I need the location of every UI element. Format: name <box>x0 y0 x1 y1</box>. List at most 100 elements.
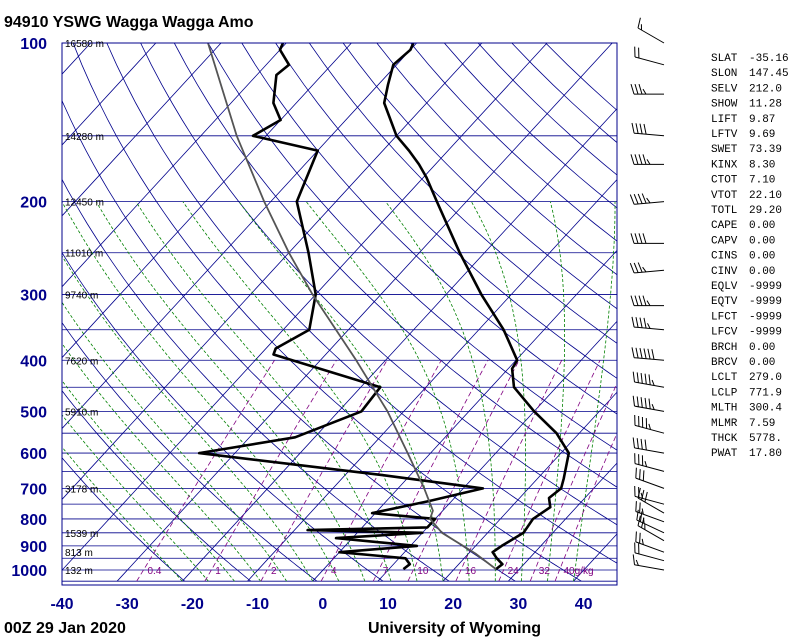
wind-barb-feather <box>630 83 635 95</box>
mixing-ratio-label: 32 <box>539 566 551 577</box>
dry-adiabat-line <box>207 43 617 451</box>
wind-barb-feather <box>630 233 635 244</box>
mixing-ratio-line <box>320 360 442 582</box>
index-name: LFCV <box>711 327 738 339</box>
moist-adiabat-line <box>62 201 340 582</box>
index-value: 29.20 <box>749 205 782 217</box>
pressure-tick-label: 900 <box>20 539 47 556</box>
wind-barb-feather <box>642 295 647 306</box>
wind-barb-feather <box>646 197 651 204</box>
wind-barb-staff <box>634 424 665 434</box>
dry-adiabat-line <box>62 457 185 582</box>
index-value: -9999 <box>749 311 782 323</box>
isotherm-line <box>116 43 613 582</box>
wind-barb-feather <box>629 263 635 274</box>
index-name: LFTV <box>711 129 738 141</box>
mixing-ratio-line <box>529 382 617 582</box>
wind-barb-feather <box>647 323 651 329</box>
dry-adiabat-line <box>173 43 617 488</box>
wind-barb-feather <box>636 509 639 521</box>
dry-adiabat-line <box>62 251 384 582</box>
wind-barb-feather <box>643 517 645 524</box>
wind-barb-feather <box>631 122 635 134</box>
mixing-ratio-line <box>498 360 601 582</box>
wind-barb-feather <box>629 194 635 205</box>
index-name: SHOW <box>711 99 738 111</box>
dewpoint-profile-line <box>197 43 485 571</box>
height-labels: 16580 m 14280 m 12450 m 11010 m 9740 m 7620 m… <box>65 39 104 577</box>
index-value: 212.0 <box>749 83 782 95</box>
mixing-ratio-label: 40g/kg <box>564 566 594 577</box>
height-label: 7620 m <box>65 356 98 367</box>
dry-adiabat-line <box>308 43 617 344</box>
wind-barb-feather <box>646 300 651 306</box>
index-value: -9999 <box>749 281 782 293</box>
wind-barb-feather <box>638 295 643 306</box>
isotherm-line <box>508 462 617 582</box>
index-value: 0.00 <box>749 266 775 278</box>
wind-barb-staff <box>635 511 665 523</box>
temperature-profile-line <box>382 43 571 571</box>
index-value: 147.45 <box>749 68 789 80</box>
height-label: 5910 m <box>65 407 98 418</box>
data-source: University of Wyoming <box>368 620 541 637</box>
pressure-tick-label: 200 <box>20 195 47 212</box>
isotherm-line <box>377 320 617 582</box>
wind-barb-staff <box>634 357 665 361</box>
temperature-tick-label: 30 <box>510 596 528 613</box>
pressure-tick-label: 800 <box>20 512 47 529</box>
index-name: EQTV <box>711 296 738 308</box>
index-name: THCK <box>711 433 738 445</box>
index-value: 5778. <box>749 433 782 445</box>
height-label: 14280 m <box>65 132 104 143</box>
wind-barb-feather <box>648 374 651 385</box>
pressure-tick-label: 500 <box>20 404 47 421</box>
wind-barb-staff <box>634 132 665 137</box>
wind-barb-feather <box>634 83 639 95</box>
wind-barb-feather <box>635 531 637 542</box>
wind-barb-feather <box>643 123 647 135</box>
wind-barb-staff <box>637 525 665 542</box>
wind-barb-feather <box>644 491 648 503</box>
dry-adiabat-line <box>443 43 617 209</box>
temperature-tick-label: 20 <box>444 596 462 613</box>
wind-barb-staff <box>637 497 665 514</box>
dry-adiabat-line <box>62 321 318 582</box>
wind-barb-staff <box>634 405 665 412</box>
pressure-tick-label: 300 <box>20 287 47 304</box>
height-label: 132 m <box>65 566 93 577</box>
wind-barb-feather <box>651 404 655 410</box>
index-name: MLTH <box>711 403 737 415</box>
wind-barb-feather <box>651 349 655 360</box>
wind-barb-staff <box>634 381 665 388</box>
index-value: 17.80 <box>749 448 782 460</box>
wind-barb-feather <box>640 373 643 384</box>
height-label: 3178 m <box>65 484 98 495</box>
wind-barb-feather <box>640 492 644 499</box>
wind-barb-feather <box>637 193 643 204</box>
wind-barb-feather <box>648 398 651 409</box>
wind-barb-feather <box>630 154 635 165</box>
wind-barb-feather <box>637 262 643 273</box>
wind-barb-feather <box>633 262 639 273</box>
index-name: LCLT <box>711 372 738 384</box>
wind-barb-feather <box>642 154 647 165</box>
mixing-ratio-labels: 0.4 1 2 4 7 10 16 24 32 40g/kg <box>148 566 594 577</box>
wind-barb-feather <box>634 233 639 244</box>
moist-adiabat-line <box>238 201 444 582</box>
height-label: 16580 m <box>65 39 104 50</box>
index-value: 300.4 <box>749 403 782 415</box>
background-grid <box>62 43 617 582</box>
index-name: CINV <box>711 266 738 278</box>
isotherm-line <box>62 43 417 430</box>
isotherm-line <box>62 43 287 288</box>
index-value: 0.00 <box>749 342 775 354</box>
index-name: SLAT <box>711 53 738 65</box>
index-value: 9.69 <box>749 129 775 141</box>
index-name: MLMR <box>711 418 738 430</box>
wind-barb-feather <box>630 295 635 306</box>
isotherm-line <box>182 108 617 582</box>
wind-barb-feather <box>640 397 643 408</box>
dry-adiabat-line <box>72 43 582 582</box>
